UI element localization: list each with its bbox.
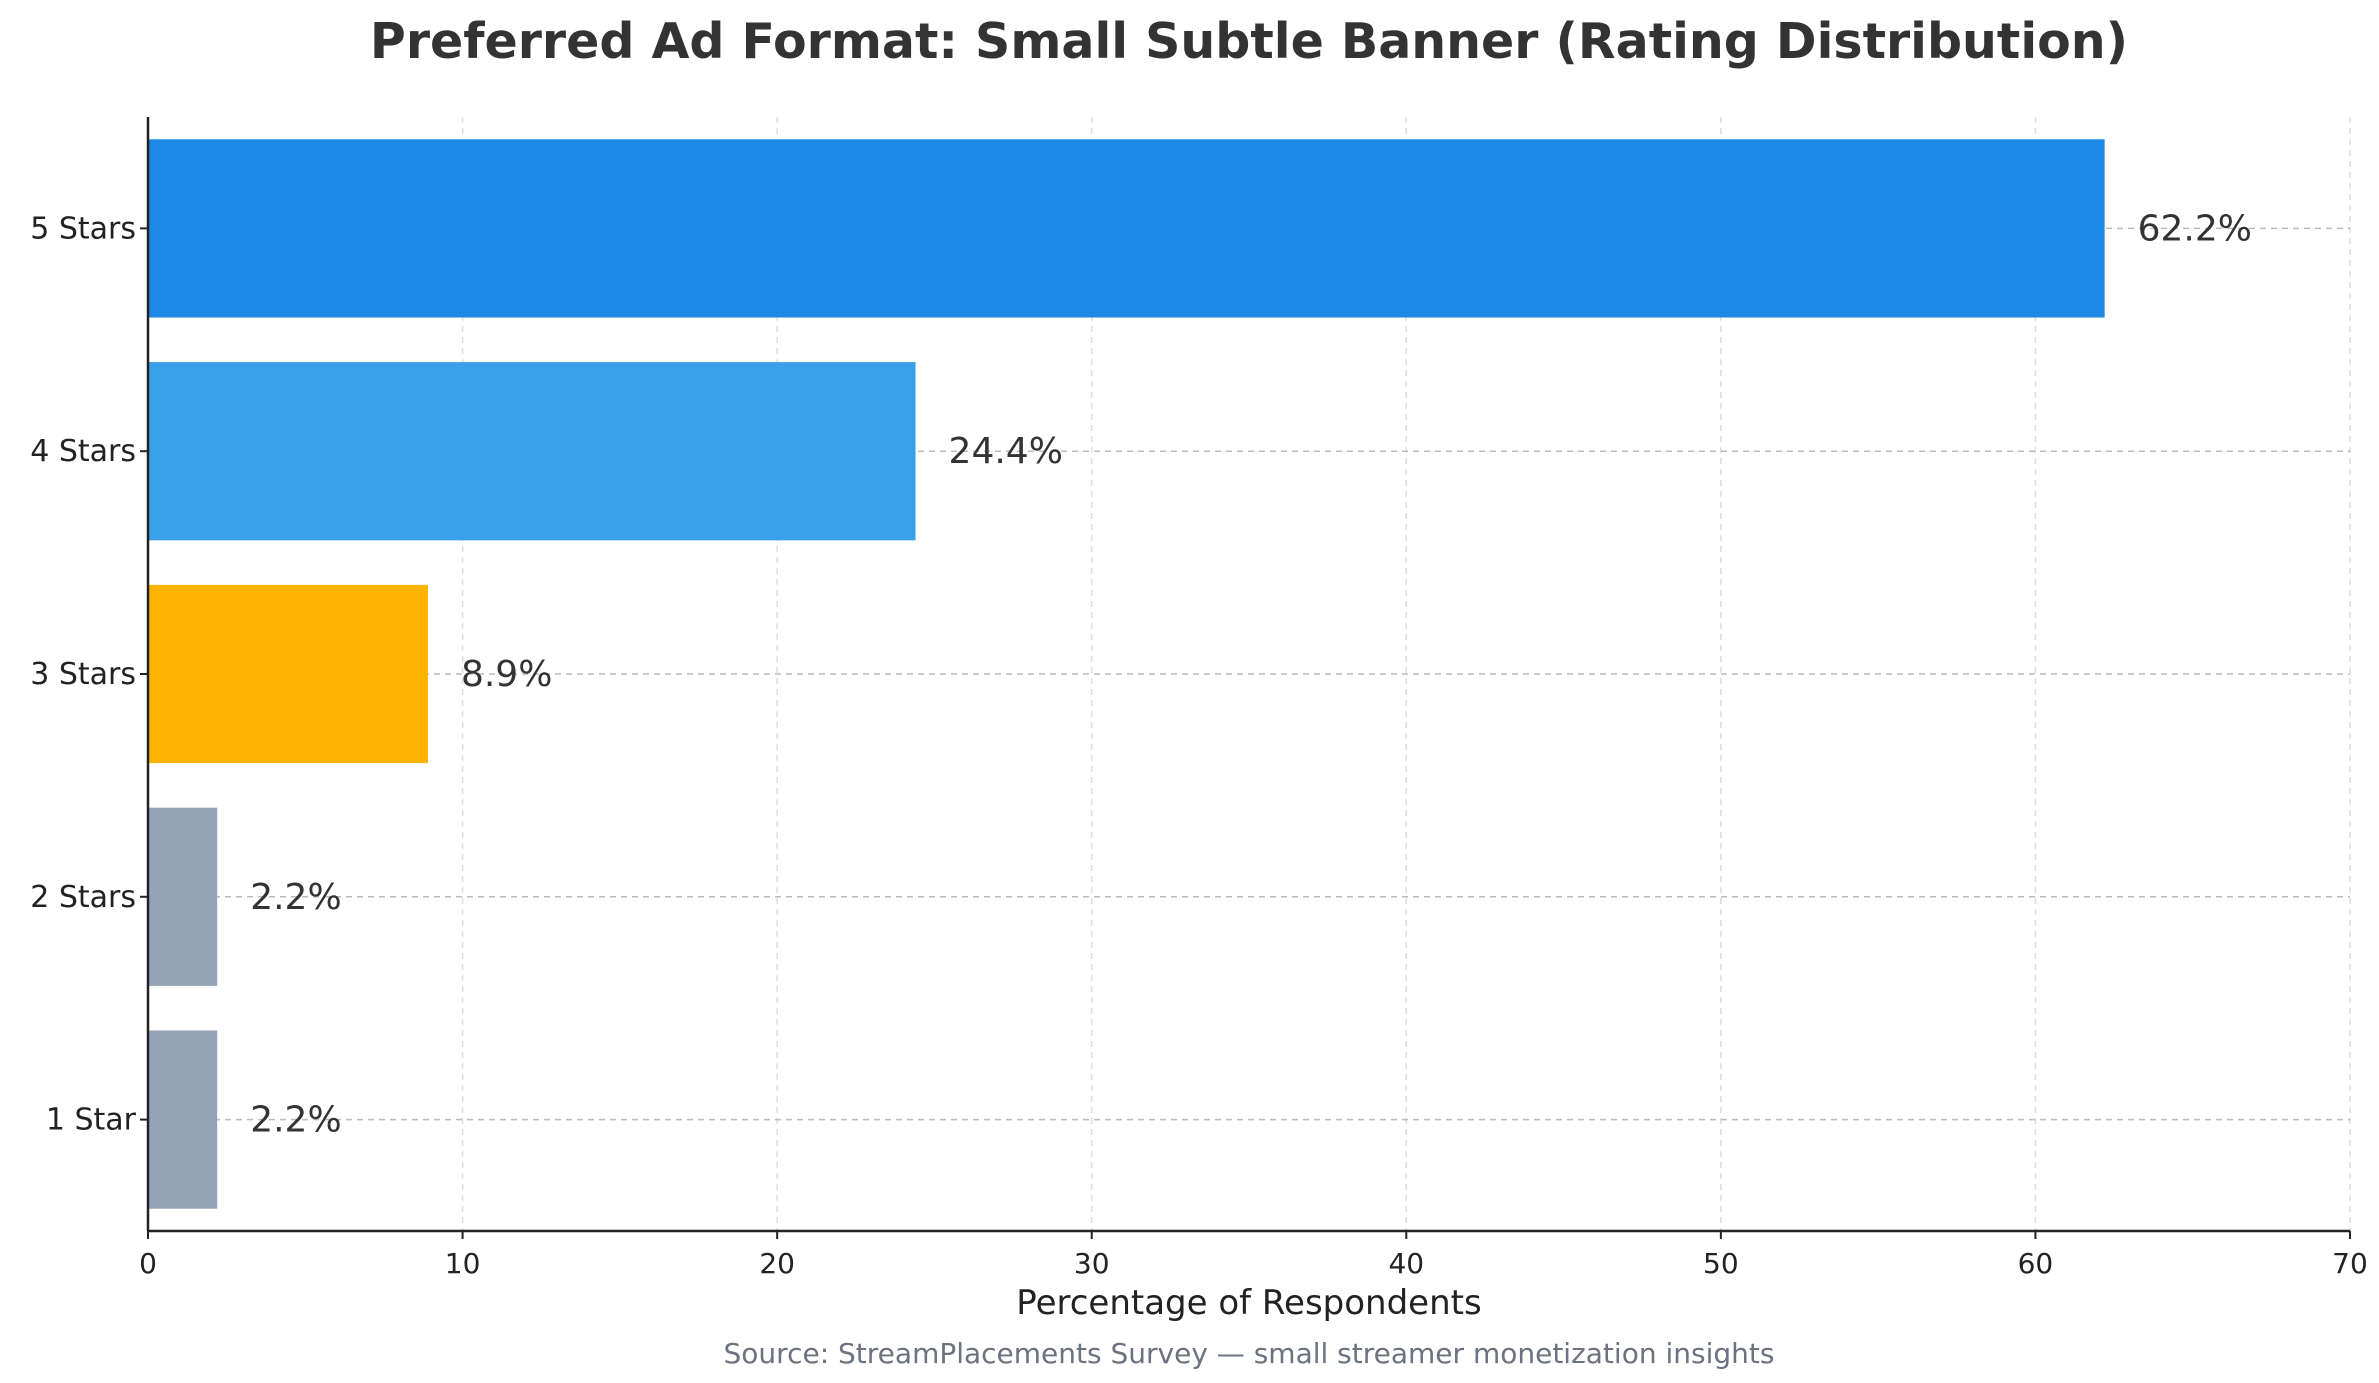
y-tick-label: 1 Star — [46, 1103, 137, 1138]
x-tick-label: 60 — [2018, 1247, 2054, 1280]
x-tick-label: 50 — [1703, 1247, 1739, 1280]
x-tick-label: 30 — [1074, 1247, 1110, 1280]
bar-5-stars — [148, 139, 2105, 318]
bar-3-stars — [148, 584, 428, 764]
bar-2-stars — [148, 807, 218, 986]
x-tick-label: 70 — [2332, 1247, 2368, 1280]
chart-title: Preferred Ad Format: Small Subtle Banner… — [370, 13, 2128, 70]
y-tick-label: 2 Stars — [30, 880, 136, 915]
x-tick-label: 20 — [759, 1247, 795, 1280]
x-tick-label: 40 — [1388, 1247, 1424, 1280]
data-label: 62.2% — [2138, 208, 2252, 249]
data-label: 2.2% — [250, 877, 341, 918]
data-label: 8.9% — [461, 654, 552, 695]
y-tick-label: 5 Stars — [30, 211, 136, 246]
data-label: 2.2% — [250, 1100, 341, 1141]
bar-1-star — [148, 1030, 218, 1209]
x-tick-label: 0 — [139, 1247, 157, 1280]
y-tick-label: 4 Stars — [30, 434, 136, 469]
source-caption: Source: StreamPlacements Survey — small … — [724, 1337, 1775, 1370]
y-tick-label: 3 Stars — [30, 657, 136, 692]
x-axis-label: Percentage of Respondents — [1016, 1283, 1481, 1323]
bar-4-stars — [148, 362, 916, 541]
data-label: 24.4% — [949, 431, 1063, 472]
x-tick-label: 10 — [445, 1247, 481, 1280]
